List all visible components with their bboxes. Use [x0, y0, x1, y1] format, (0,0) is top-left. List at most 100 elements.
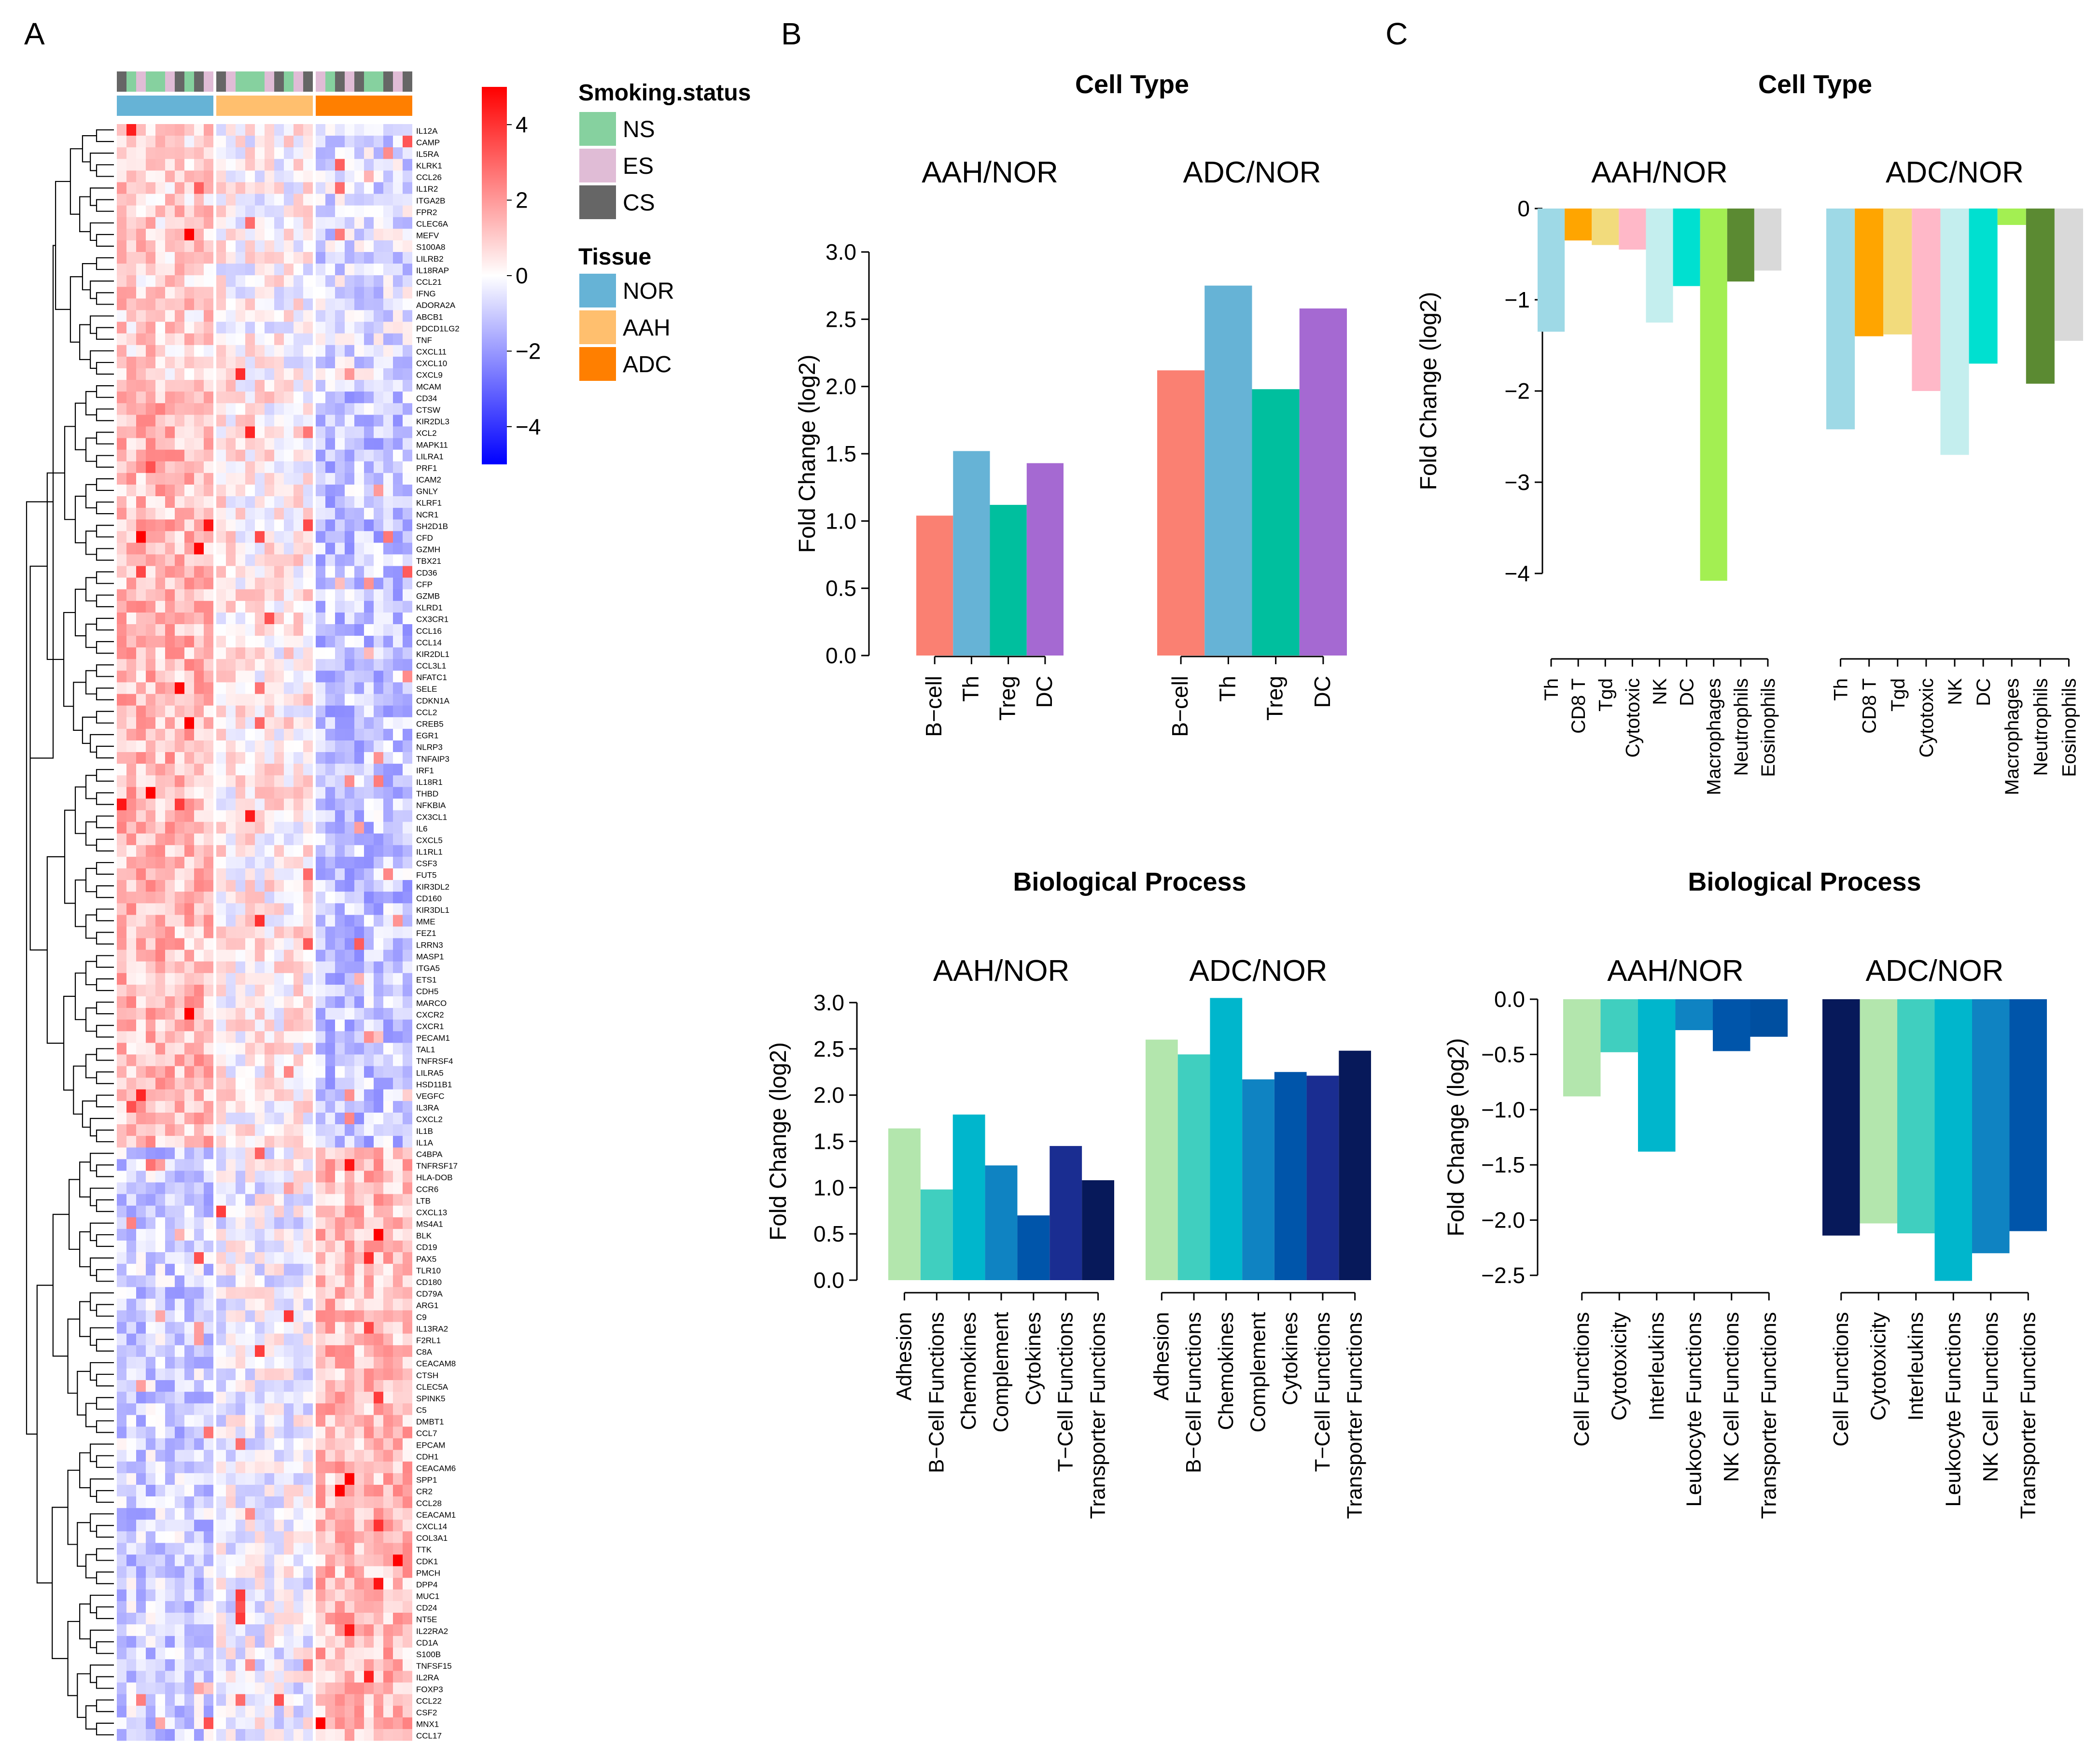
heatmap-cell: [303, 1275, 313, 1287]
heatmap-cell: [274, 194, 284, 206]
heatmap-cell: [364, 1275, 374, 1287]
heatmap-cell: [345, 1520, 354, 1532]
heatmap-cell: [354, 252, 364, 264]
heatmap-cell: [226, 1031, 236, 1043]
heatmap-cell: [335, 1578, 345, 1590]
tissue-annotation-cell: [393, 96, 403, 116]
heatmap-cell: [335, 1543, 345, 1555]
heatmap-cell: [274, 1322, 284, 1334]
heatmap-cell: [316, 1077, 325, 1090]
heatmap-cell: [117, 1659, 126, 1671]
heatmap-cell: [303, 170, 313, 182]
heatmap-cell: [155, 519, 165, 531]
heatmap-cell: [374, 1019, 383, 1032]
heatmap-cell: [294, 856, 303, 869]
heatmap-cell: [393, 717, 403, 729]
heatmap-cell: [354, 1578, 364, 1590]
heatmap-cell: [274, 508, 284, 520]
heatmap-cell: [245, 380, 255, 392]
heatmap-cell: [245, 147, 255, 159]
heatmap-cell: [126, 728, 136, 741]
heatmap-cell: [155, 694, 165, 706]
heatmap-cell: [345, 1159, 354, 1171]
heatmap-cell: [236, 1298, 245, 1311]
heatmap-cell: [364, 1043, 374, 1055]
heatmap-cell: [274, 1368, 284, 1381]
heatmap-cell: [236, 519, 245, 531]
heatmap-cell: [255, 996, 265, 1008]
heatmap-cell: [126, 682, 136, 694]
heatmap-cell: [403, 240, 412, 252]
x-tick-label: NK Cell Functions: [1979, 1312, 2002, 1482]
heatmap-cell: [194, 1438, 204, 1450]
heatmap-cell: [204, 1624, 213, 1636]
heatmap-cell: [274, 473, 284, 485]
heatmap-cell: [403, 1101, 412, 1113]
gene-label: KIR2DL1: [416, 650, 449, 659]
heatmap-cell: [316, 1194, 325, 1206]
heatmap-cell: [146, 740, 155, 753]
heatmap-cell: [226, 356, 236, 369]
heatmap-cell: [184, 554, 194, 566]
heatmap-cell: [265, 182, 274, 194]
heatmap-cell: [294, 728, 303, 741]
heatmap-cell: [393, 508, 403, 520]
heatmap-cell: [284, 787, 294, 799]
heatmap-cell: [354, 310, 364, 322]
heatmap-cell: [136, 159, 146, 171]
heatmap-cell: [117, 996, 126, 1008]
heatmap-cell: [393, 973, 403, 985]
heatmap-cell: [325, 159, 335, 171]
heatmap-cell: [364, 240, 374, 252]
heatmap-cell: [194, 798, 204, 810]
heatmap-cell: [325, 856, 335, 869]
heatmap-cell: [245, 298, 255, 310]
heatmap-cell: [126, 1531, 136, 1543]
heatmap-cell: [226, 1450, 236, 1462]
heatmap-cell: [216, 217, 226, 229]
heatmap-cell: [374, 1705, 383, 1718]
heatmap-cell: [255, 461, 265, 474]
heatmap-cell: [194, 1380, 204, 1392]
heatmap-cell: [303, 938, 313, 950]
heatmap-cell: [303, 1589, 313, 1602]
heatmap-cell: [284, 147, 294, 159]
heatmap-cell: [284, 415, 294, 427]
heatmap-cell: [354, 822, 364, 834]
heatmap-cell: [294, 194, 303, 206]
heatmap-cell: [236, 1019, 245, 1032]
heatmap-cell: [175, 1159, 184, 1171]
heatmap-cell: [255, 1473, 265, 1485]
heatmap-cell: [284, 1229, 294, 1241]
heatmap-cell: [155, 380, 165, 392]
heatmap-cell: [184, 1008, 194, 1020]
heatmap-cell: [245, 1566, 255, 1578]
heatmap-cell: [345, 496, 354, 508]
heatmap-cell: [316, 659, 325, 671]
heatmap-cell: [316, 356, 325, 369]
heatmap-cell: [325, 822, 335, 834]
heatmap-cell: [345, 1298, 354, 1311]
heatmap-cell: [184, 333, 194, 346]
heatmap-cell: [146, 1589, 155, 1602]
heatmap-cell: [284, 1124, 294, 1136]
heatmap-cell: [294, 298, 303, 310]
heatmap-cell: [354, 1659, 364, 1671]
heatmap-cell: [226, 1624, 236, 1636]
heatmap-cell: [236, 636, 245, 648]
heatmap-cell: [374, 961, 383, 974]
heatmap-cell: [393, 659, 403, 671]
heatmap-cell: [216, 287, 226, 299]
heatmap-cell: [204, 775, 213, 787]
heatmap-cell: [236, 1636, 245, 1648]
heatmap-cell: [383, 1578, 393, 1590]
heatmap-cell: [226, 449, 236, 462]
heatmap-cell: [255, 496, 265, 508]
heatmap-cell: [364, 1554, 374, 1566]
heatmap-cell: [303, 822, 313, 834]
tissue-annotation-cell: [226, 96, 236, 116]
heatmap-cell: [216, 415, 226, 427]
heatmap-cell: [364, 1531, 374, 1543]
heatmap-cell: [374, 1671, 383, 1683]
heatmap-cell: [216, 1531, 226, 1543]
